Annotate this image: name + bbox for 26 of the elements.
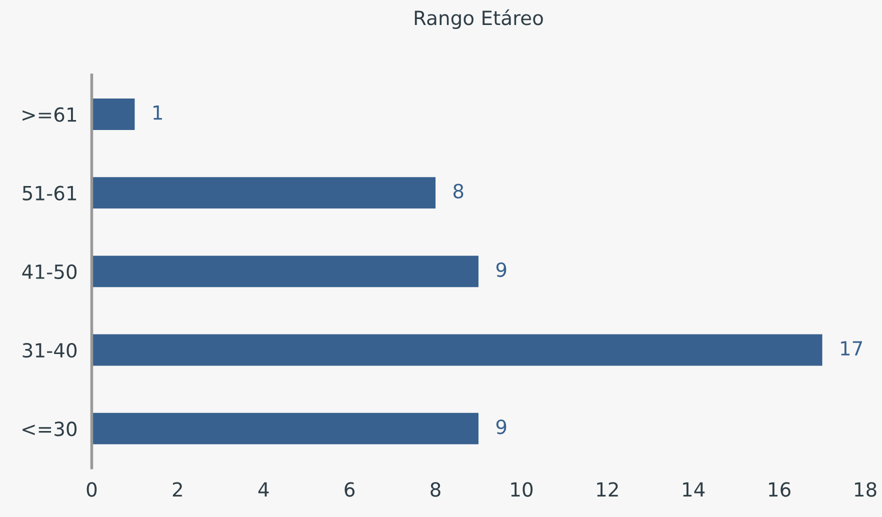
bar bbox=[92, 177, 436, 209]
x-tick-label: 18 bbox=[855, 482, 876, 497]
x-tick-label: 12 bbox=[597, 482, 618, 497]
x-tick-label: 6 bbox=[344, 482, 355, 497]
x-tick-label: 10 bbox=[511, 482, 533, 497]
x-tick-label: 0 bbox=[86, 482, 97, 497]
x-tick-label: 14 bbox=[683, 482, 705, 497]
chart-title: Rango Etáreo bbox=[414, 9, 543, 30]
y-tick-label: 41-50 bbox=[22, 264, 77, 280]
x-tick-label: 8 bbox=[430, 482, 440, 497]
bar bbox=[92, 412, 478, 444]
data-label: 1 bbox=[154, 105, 162, 120]
bar bbox=[92, 334, 822, 366]
x-tick-label: 16 bbox=[769, 482, 790, 497]
data-label: 9 bbox=[496, 420, 506, 434]
x-tick-label: 4 bbox=[258, 482, 269, 497]
y-tick-label: >=61 bbox=[22, 107, 76, 122]
x-tick-label: 2 bbox=[172, 482, 182, 497]
data-label: 8 bbox=[453, 184, 464, 198]
y-tick-label: 51-61 bbox=[22, 186, 76, 201]
y-tick-label: <=30 bbox=[22, 422, 77, 436]
data-label: 17 bbox=[841, 341, 862, 356]
data-label: 9 bbox=[496, 262, 506, 278]
bar bbox=[92, 98, 135, 130]
y-tick-label: 31-40 bbox=[22, 342, 77, 358]
bar bbox=[92, 256, 478, 288]
